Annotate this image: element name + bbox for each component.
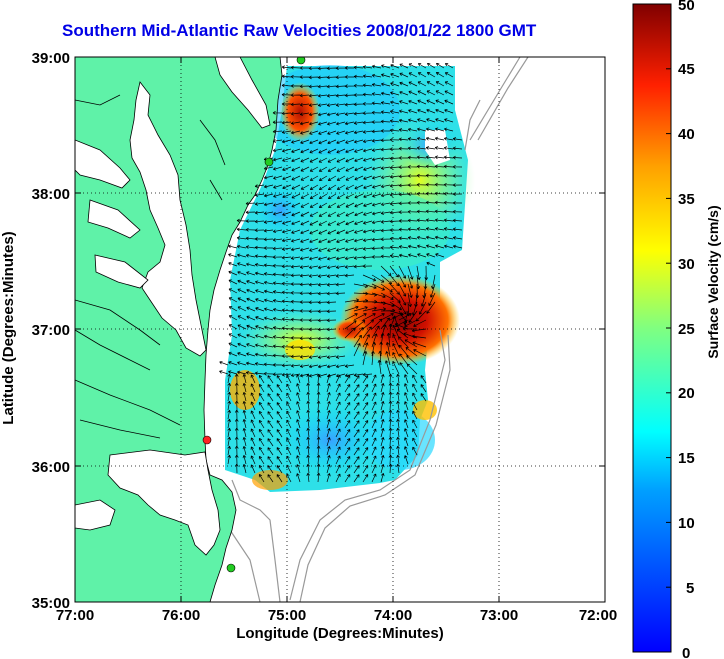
colorbar-label: Surface Velocity (cm/s) <box>705 205 721 359</box>
colorbar-tick-label: 5 <box>686 580 694 597</box>
x-tick-label: 75:00 <box>268 607 306 624</box>
colorbar-ticks <box>666 3 671 588</box>
station-marker <box>226 563 236 573</box>
x-tick-label: 73:00 <box>480 607 518 624</box>
x-axis-label: Longitude (Degrees:Minutes) <box>236 625 444 642</box>
x-tick-label: 74:00 <box>374 607 412 624</box>
colorbar-tick-label: 35 <box>678 191 695 208</box>
colorbar-tick-label: 50 <box>678 0 695 14</box>
y-axis-label: Latitude (Degrees:Minutes) <box>0 231 17 425</box>
station-marker <box>296 57 306 65</box>
land <box>75 57 283 602</box>
colorbar <box>632 3 672 653</box>
colorbar-tick-label: 40 <box>678 126 695 143</box>
colorbar-tick-label: 0 <box>682 645 690 659</box>
x-tick-label: 76:00 <box>162 607 200 624</box>
station-marker <box>202 435 212 445</box>
x-tick-label: 77:00 <box>56 607 94 624</box>
colorbar-tick-label: 10 <box>678 515 695 532</box>
y-tick-label: 37:00 <box>32 322 70 339</box>
x-tick-marks <box>74 57 606 602</box>
y-tick-label: 39:00 <box>32 50 70 67</box>
colorbar-tick-label: 30 <box>678 256 695 273</box>
y-tick-marks <box>75 56 605 603</box>
y-tick-label: 38:00 <box>32 186 70 203</box>
velocity-vectors <box>219 62 463 483</box>
colorbar-tick-label: 45 <box>678 61 695 78</box>
vector-arrow-glyphs <box>219 62 463 483</box>
map-title: Southern Mid-Atlantic Raw Velocities 200… <box>62 21 537 40</box>
grid-lines <box>75 57 605 602</box>
y-tick-label: 35:00 <box>32 595 70 612</box>
colorbar-tick-label: 25 <box>678 321 695 338</box>
colorbar-tick-label: 20 <box>678 385 695 402</box>
x-tick-label: 72:00 <box>579 607 617 624</box>
colorbar-tick-label: 15 <box>678 450 695 467</box>
station-marker <box>264 157 274 167</box>
y-tick-label: 36:00 <box>32 459 70 476</box>
